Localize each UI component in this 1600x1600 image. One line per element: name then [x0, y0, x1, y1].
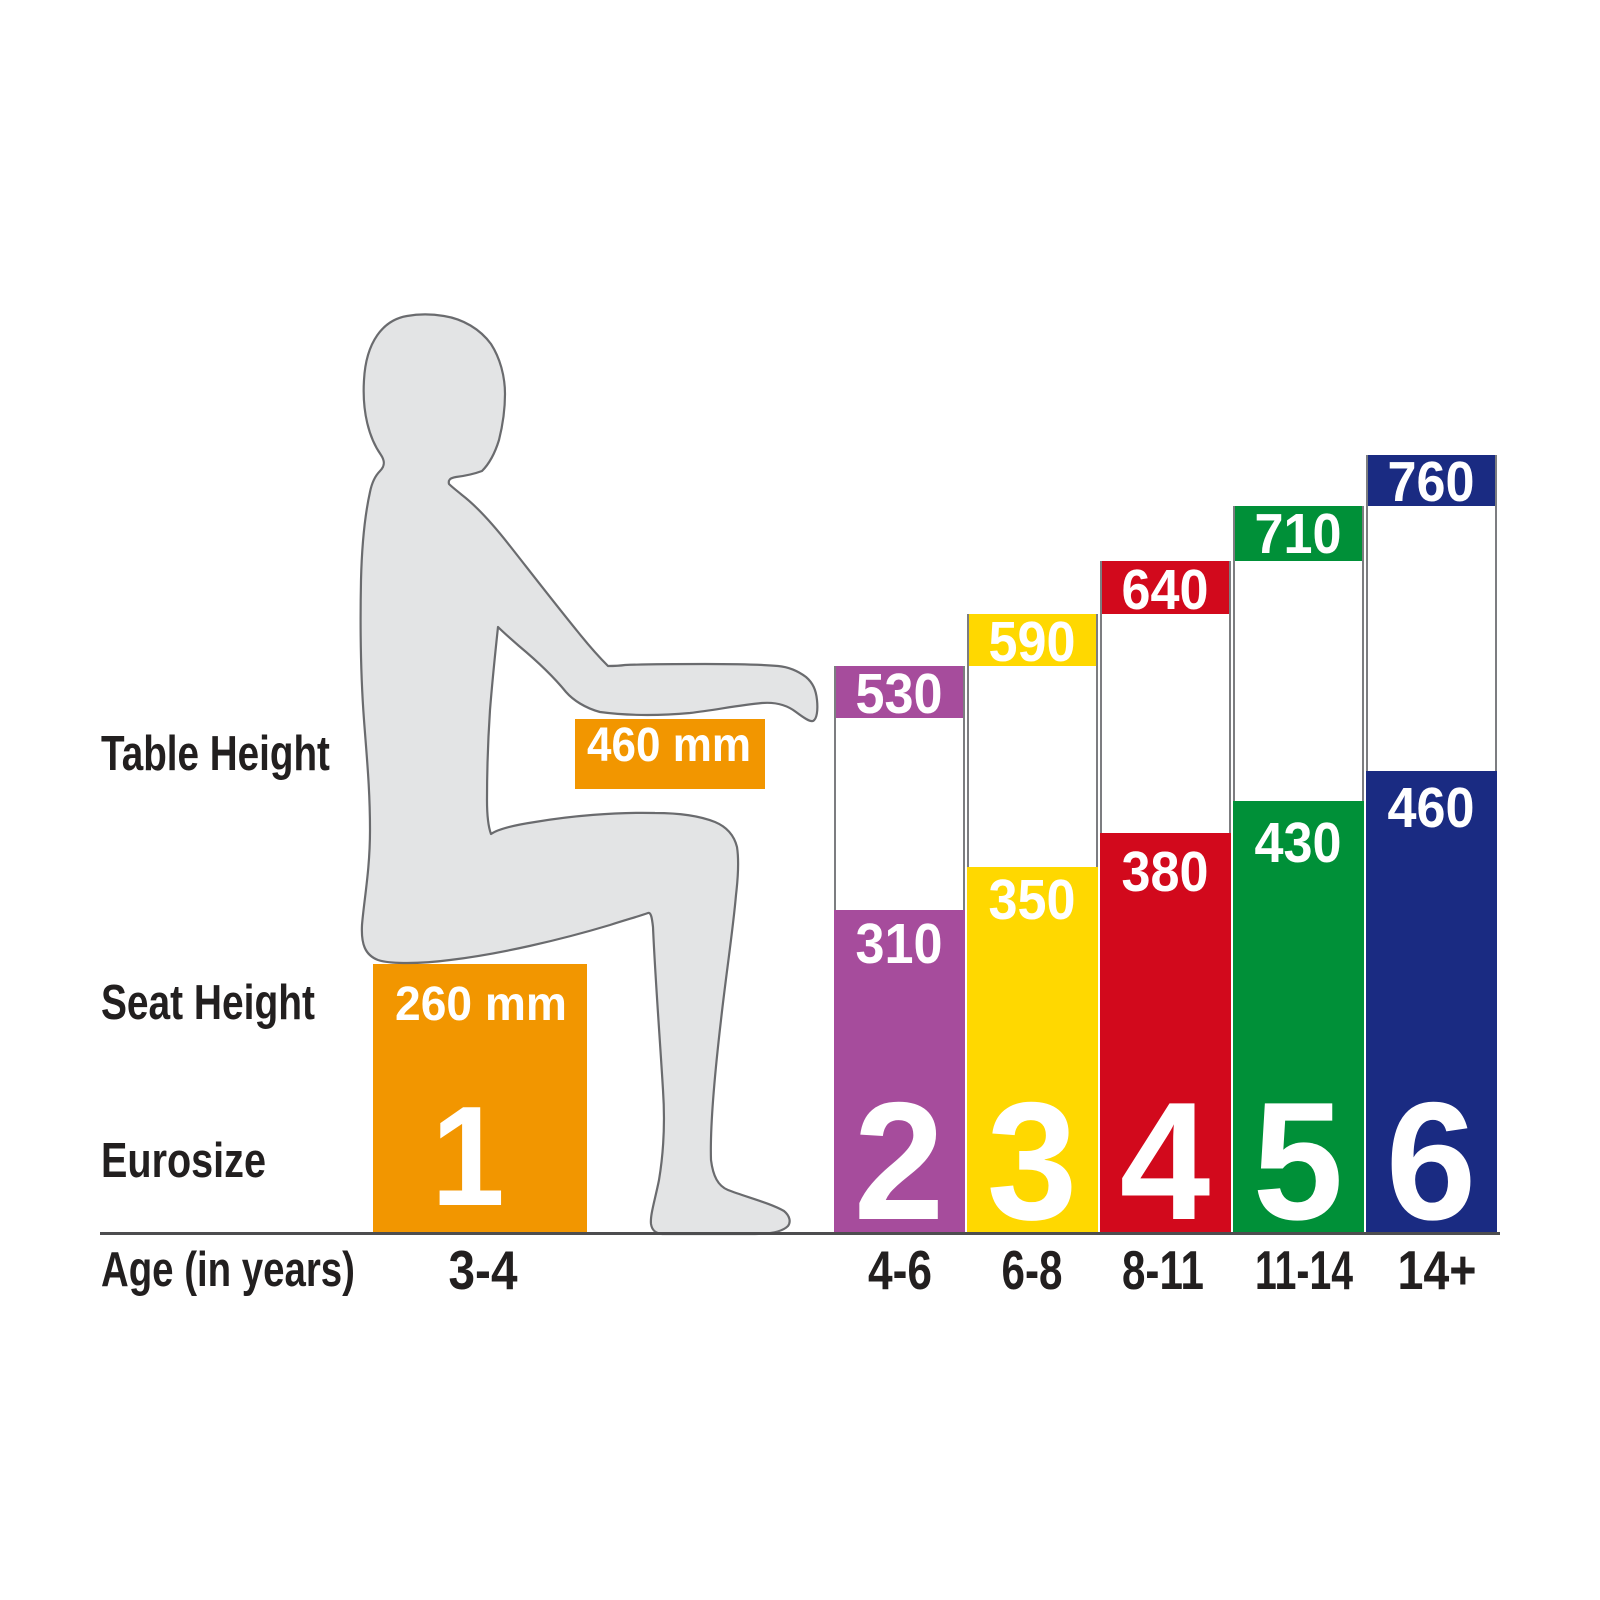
seat-height-value-pos-3: 350 — [989, 868, 1076, 932]
seat-height-box — [373, 964, 587, 1232]
label-seat-height: Seat Height — [101, 976, 315, 1030]
age-value-pos-2: 4-6 — [868, 1239, 932, 1301]
seat-height-value-pos-5: 430 — [1255, 811, 1342, 875]
eurosize-numeral-6: 6 — [1386, 1068, 1477, 1256]
size1-eurosize-numeral-pos: 1 — [431, 1078, 504, 1236]
table-height-value-pos-3: 590 — [989, 610, 1076, 674]
seat-segment-3 — [967, 867, 1098, 1232]
age-value-pos-1: 3-4 — [449, 1239, 518, 1301]
age-value-pos-3: 6-8 — [1002, 1241, 1063, 1302]
table-height-value-pos-4: 640 — [1122, 558, 1209, 622]
table-height-value-pos-6: 760 — [1388, 450, 1475, 514]
size1-table-height-value-pos: 460 mm — [587, 717, 751, 771]
baseline — [100, 1232, 1500, 1235]
label-table-height-pos: Table Height — [101, 727, 330, 781]
seat-height-value-3: 350 — [989, 868, 1076, 932]
seat-segment-2 — [834, 910, 965, 1232]
table-height-value-6: 760 — [1388, 450, 1475, 514]
eurosize-numeral-pos-3: 3 — [987, 1068, 1078, 1256]
age-value-4: 8-11 — [1122, 1241, 1204, 1302]
table-height-value-4: 640 — [1122, 558, 1209, 622]
table-height-band-2 — [834, 666, 965, 718]
label-eurosize: Eurosize — [101, 1134, 266, 1188]
table-height-band-6 — [1366, 455, 1497, 506]
white-gap-5 — [1233, 561, 1364, 801]
seat-height-value-pos-4: 380 — [1122, 840, 1209, 904]
table-height-band-4 — [1100, 561, 1231, 614]
label-age-pos: Age (in years) — [101, 1243, 355, 1298]
white-gap-3 — [967, 666, 1098, 867]
label-seat-height-pos: Seat Height — [101, 976, 315, 1030]
size1-seat-height-value-pos: 260 mm — [395, 976, 567, 1030]
eurosize-numeral-5: 5 — [1253, 1068, 1344, 1256]
label-eurosize-pos: Eurosize — [101, 1134, 266, 1188]
column-size-2: 530 310 2 — [834, 662, 965, 1256]
seat-height-value-5: 430 — [1255, 811, 1342, 875]
table-height-band-5 — [1233, 506, 1364, 561]
size1-table-height-value: 460 mm — [587, 717, 751, 771]
age-value-6: 14+ — [1398, 1239, 1477, 1301]
seat-segment-4 — [1100, 833, 1231, 1232]
column-size-4: 640 380 4 — [1100, 558, 1231, 1256]
size1-seat-height-value: 260 mm — [395, 976, 567, 1030]
eurosize-numeral-2: 2 — [854, 1068, 945, 1256]
age-value-pos-4: 8-11 — [1122, 1241, 1204, 1302]
eurosize-numeral-pos-6: 6 — [1386, 1068, 1477, 1256]
age-value-pos-6: 14+ — [1398, 1239, 1477, 1301]
seat-segment-6 — [1366, 771, 1497, 1232]
seated-person-icon — [359, 313, 819, 1236]
label-age: Age (in years) — [101, 1243, 355, 1298]
eurosize-numeral-4: 4 — [1120, 1068, 1211, 1256]
table-height-value-5: 710 — [1255, 502, 1342, 566]
age-value-1: 3-4 — [449, 1239, 518, 1301]
eurosize-numeral-pos-5: 5 — [1253, 1068, 1344, 1256]
seat-height-value-6: 460 — [1388, 776, 1475, 840]
seat-height-value-pos-2: 310 — [856, 912, 943, 976]
seat-segment-5 — [1233, 801, 1364, 1232]
seat-height-value-pos-6: 460 — [1388, 776, 1475, 840]
age-value-2: 4-6 — [868, 1239, 932, 1301]
column-size-6: 760 460 6 — [1366, 450, 1497, 1256]
age-value-5: 11-14 — [1255, 1241, 1353, 1302]
table-height-band-3 — [967, 614, 1098, 666]
age-value-3: 6-8 — [1002, 1241, 1063, 1302]
table-height-value-pos-2: 530 — [856, 662, 943, 726]
size1-group — [373, 719, 765, 1232]
seat-height-value-2: 310 — [856, 912, 943, 976]
white-gap-4 — [1100, 614, 1231, 833]
column-size-3: 590 350 3 — [967, 610, 1098, 1256]
size1-eurosize-numeral: 1 — [431, 1078, 504, 1236]
seat-height-value-4: 380 — [1122, 840, 1209, 904]
label-table-height: Table Height — [101, 727, 330, 781]
age-value-pos-5: 11-14 — [1255, 1241, 1353, 1302]
column-size-5: 710 430 5 — [1233, 502, 1364, 1256]
eurosize-numeral-pos-4: 4 — [1120, 1068, 1211, 1256]
white-gap-2 — [834, 718, 965, 910]
table-height-value-2: 530 — [856, 662, 943, 726]
table-height-value-pos-5: 710 — [1255, 502, 1342, 566]
table-height-box — [575, 719, 765, 789]
eurosize-numeral-3: 3 — [987, 1068, 1078, 1256]
table-height-value-3: 590 — [989, 610, 1076, 674]
white-gap-6 — [1366, 506, 1497, 771]
eurosize-numeral-pos-2: 2 — [854, 1068, 945, 1256]
